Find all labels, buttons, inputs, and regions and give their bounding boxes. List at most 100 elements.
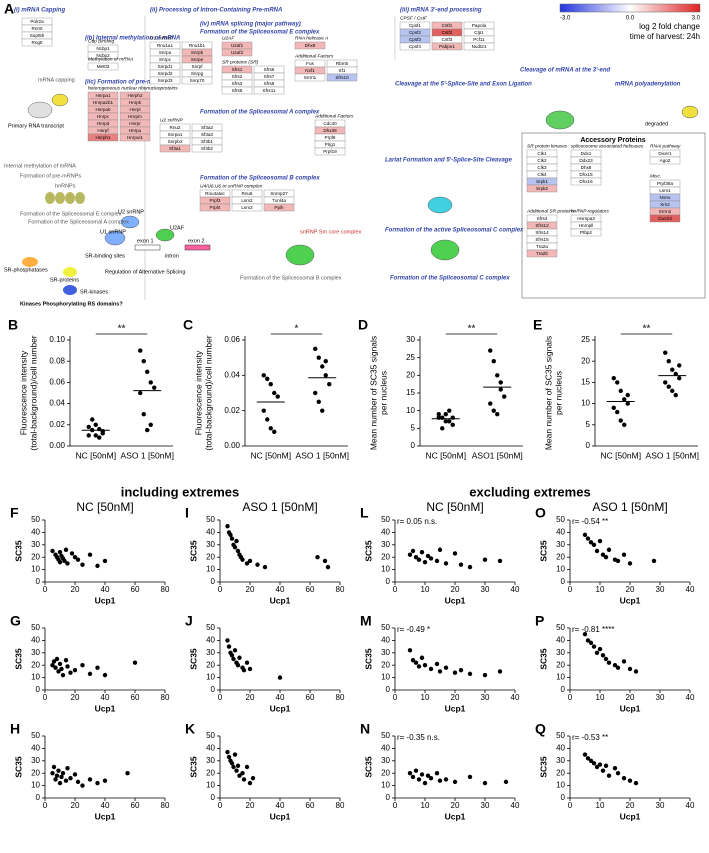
sr-phosphatase-shape <box>22 257 38 267</box>
point <box>226 644 232 649</box>
label: U2 snRNP <box>118 209 144 215</box>
x-tick-label: 20 <box>71 801 80 810</box>
x-tick-label: 0 <box>568 801 573 810</box>
gene-name: Srpk2 <box>536 186 548 191</box>
point <box>416 777 422 782</box>
x-tick-label: 0 <box>568 585 573 594</box>
y-tick-label: 10 <box>31 673 40 682</box>
point <box>80 663 85 668</box>
x-axis-label: Ucp1 <box>445 703 466 713</box>
point <box>235 663 241 668</box>
colorbar-label: log 2 fold change <box>639 22 700 31</box>
dot <box>265 417 270 422</box>
panel-letter: M <box>360 613 372 629</box>
x-tick-label: 40 <box>276 801 285 810</box>
y-tick-label: 25 <box>581 335 590 344</box>
gene-box <box>199 203 231 212</box>
y-tick-label: 10 <box>31 781 40 790</box>
point <box>615 665 621 670</box>
annotation: r= 0.05 n.s. <box>397 517 437 526</box>
y-axis-label: SC35 <box>188 756 198 778</box>
point <box>237 773 242 778</box>
group-title: RNAi pathway <box>650 143 681 149</box>
gene-name: Nono <box>660 195 671 200</box>
x-axis-label: Ucp1 <box>270 595 291 605</box>
y-axis-label: Fluorescence intensity <box>18 350 28 435</box>
point <box>231 764 236 770</box>
gene-name: Pcf11 <box>473 37 485 42</box>
point <box>244 660 250 665</box>
y-tick-label: 50 <box>556 623 565 632</box>
point <box>237 655 242 660</box>
point <box>458 562 464 567</box>
dot <box>615 380 620 385</box>
group-title: Misc. <box>650 173 661 179</box>
label: Internal methylation of mRNA <box>4 163 76 169</box>
x-tick-label: 40 <box>511 585 520 594</box>
group-title: U1 snRNP <box>150 35 173 41</box>
x-tick-label: 60 <box>131 585 140 594</box>
y-tick-label: 0 <box>586 441 591 450</box>
x-tick-label: ASO 1 [50nM] <box>646 450 699 460</box>
point <box>125 771 130 776</box>
label: Formation of the Spliceosomal A complex <box>200 110 320 116</box>
y-tick-label: 40 <box>206 528 215 537</box>
cpsf-shape <box>545 110 575 130</box>
point <box>63 658 69 663</box>
point <box>434 558 440 564</box>
y-axis-label: Mean number of SC35 signals <box>543 336 553 450</box>
y-tick-label: 20 <box>406 370 415 379</box>
point <box>443 561 449 566</box>
point <box>410 774 416 780</box>
point <box>594 650 600 655</box>
point <box>95 665 100 670</box>
gene-name: Sfrs2 <box>232 74 243 79</box>
gene-name: Sfrs3 <box>232 81 243 86</box>
x-tick-label: NC [50nM] <box>250 450 291 460</box>
gene-box <box>159 144 191 153</box>
gene-name: Snrpd2 <box>158 71 173 76</box>
point <box>416 664 422 669</box>
y-axis-label: SC35 <box>363 540 373 562</box>
point <box>50 771 55 776</box>
colorbar-mid: 0.0 <box>626 16 635 22</box>
label: Cleavage of mRNA at the 3'-end <box>520 68 611 74</box>
point <box>229 653 235 658</box>
dot <box>447 408 452 413</box>
point <box>452 779 458 785</box>
y-tick-label: 50 <box>556 731 565 740</box>
sr-protein-shape <box>63 267 77 277</box>
gene-name: Snrpg <box>191 71 204 76</box>
panel-letter: A <box>4 1 14 17</box>
point <box>241 667 247 673</box>
point <box>72 772 78 777</box>
chart-title: NC [50nM] <box>76 500 133 514</box>
harvest-time: time of harvest: 24h <box>630 32 700 41</box>
dot <box>498 380 503 385</box>
y-tick-label: 30 <box>556 540 565 549</box>
x-tick-label: 0 <box>393 693 398 702</box>
gene-name: Fus <box>306 61 314 66</box>
point <box>132 660 138 665</box>
x-tick-label: 10 <box>596 801 605 810</box>
point <box>65 561 70 566</box>
gene-name: Snrpd1 <box>158 64 173 69</box>
gene-name: Clp1 <box>474 30 484 35</box>
x-axis-label: Ucp1 <box>620 595 641 605</box>
gene-name: Hnrpk <box>129 100 142 105</box>
x-axis-label: Ucp1 <box>95 811 116 821</box>
y-tick-label: 0.04 <box>224 370 240 379</box>
dot <box>673 371 678 377</box>
dot <box>618 388 623 394</box>
y-tick-label: 15 <box>406 388 415 397</box>
point <box>419 772 425 777</box>
point <box>606 547 612 552</box>
y-tick-label: 30 <box>206 756 215 765</box>
point <box>56 768 61 773</box>
gene-name: Cpsf1 <box>409 23 421 28</box>
gene-name: Ncbp1 <box>96 46 110 51</box>
colorbar <box>559 3 701 13</box>
x-axis-label: Ucp1 <box>445 595 466 605</box>
gene-box <box>87 133 119 142</box>
section-title: (ii) Processing of Intron-Containing Pre… <box>150 8 282 14</box>
